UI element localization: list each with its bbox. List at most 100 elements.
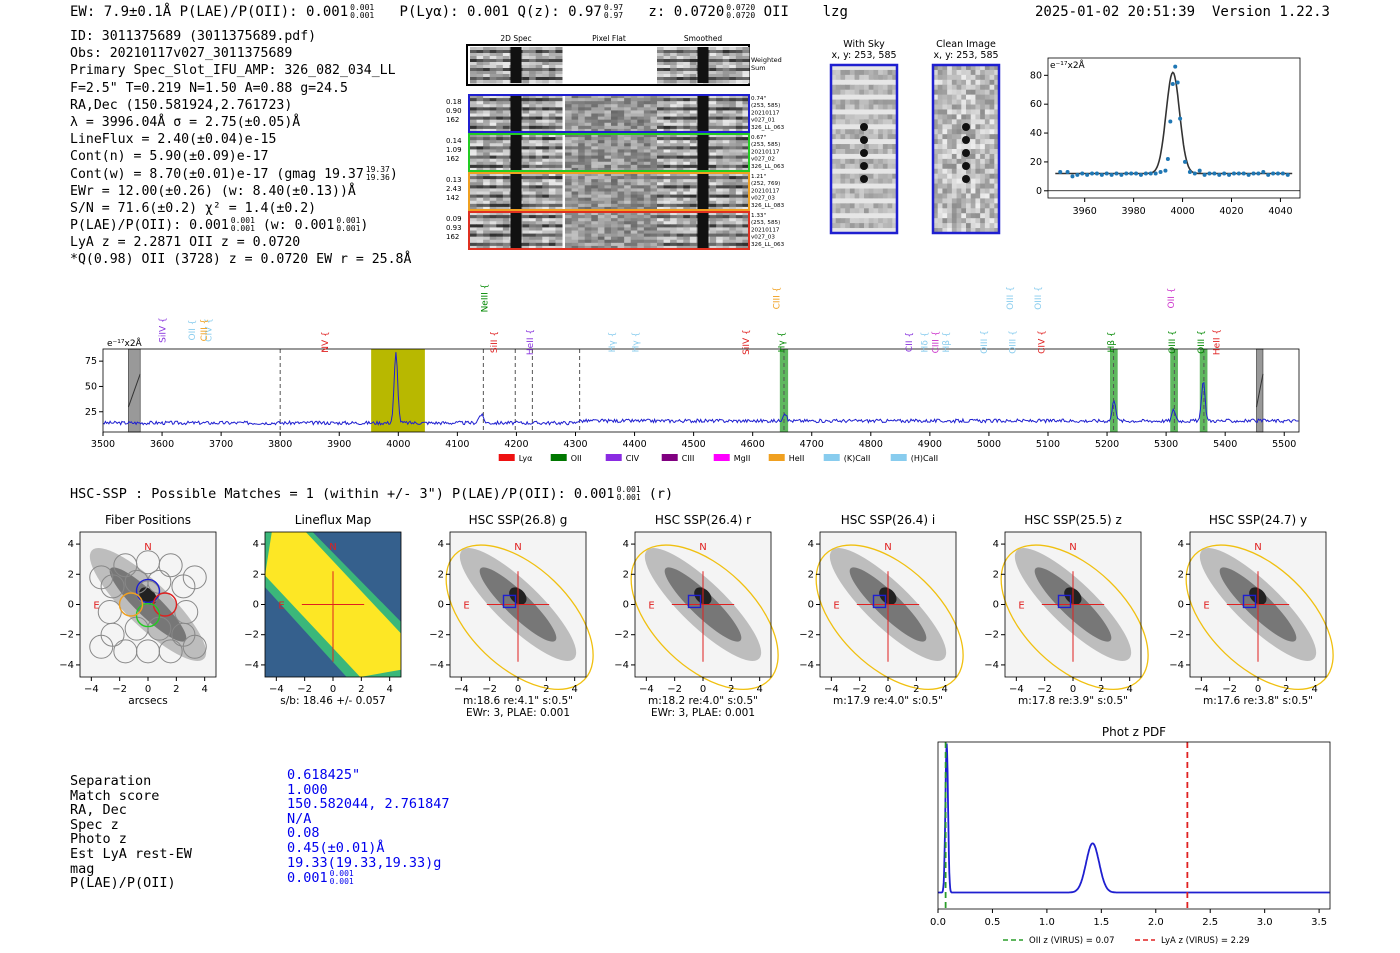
noise-pixel [548,65,556,69]
noise-pixel [663,50,671,54]
noise-pixel [604,125,612,130]
noise-pixel [716,191,724,196]
noise-pixel [966,223,972,229]
noise-pixel [650,149,658,153]
noise-pixel [591,200,599,205]
legend-swatch [498,454,515,461]
noise-pixel [476,230,484,235]
noise-pixel [542,212,550,216]
legend-label: CIII [682,454,695,463]
noise-pixel [529,203,537,208]
noise-pixel [470,143,478,147]
noise-pixel [502,227,510,231]
noise-pixel [729,134,737,138]
cutout-strip [565,95,658,133]
noise-pixel [980,208,986,214]
noise-pixel [522,194,530,199]
noise-pixel [522,212,530,216]
noise-pixel [840,198,846,204]
noise-pixel [937,74,943,81]
noise-pixel [676,230,684,235]
noise-pixel [548,230,556,235]
noise-pixel [933,109,939,115]
noise-pixel [835,69,841,76]
noise-pixel [637,122,645,127]
noise-pixel [933,124,939,130]
compass-east: E [833,601,839,612]
noise-pixel [548,164,556,169]
noise-pixel [663,140,671,144]
noise-pixel [882,168,889,175]
noise-pixel [483,149,491,153]
noise-pixel [555,245,563,250]
noise-pixel [565,236,573,241]
noise-pixel [980,139,986,145]
info-plae: P(LAE)/P(OII): 0.001 0.001 0.001 (w: 0.001… [70,216,369,234]
noise-pixel [835,188,841,194]
noise-pixel [535,53,543,57]
noise-pixel [663,155,671,160]
noise-pixel [535,101,543,105]
gray-band-hatch [1255,373,1264,408]
noise-pixel [989,158,995,165]
noise-pixel [989,218,995,224]
noise-pixel [597,98,605,102]
noise-pixel [670,179,678,183]
noise-pixel [529,182,537,186]
noise-pixel [496,185,504,189]
noise-pixel [689,146,697,150]
legend-label: HeII [789,454,805,463]
y-tick-label: 0 [993,600,999,611]
line-label: OII { [188,320,198,341]
noise-pixel [864,109,870,115]
noise-pixel [624,191,632,196]
noise-pixel [735,125,743,130]
noise-pixel [742,80,750,84]
noise-pixel [591,128,599,133]
noise-pixel [650,224,658,228]
noise-pixel [831,213,837,219]
noise-pixel [994,178,1000,185]
row-note: 326_LL_083 [751,203,785,209]
noise-pixel [892,69,898,76]
noise-pixel [882,153,889,160]
noise-pixel [937,65,943,71]
noise-pixel [947,89,953,96]
noise-pixel [840,109,846,115]
noise-pixel [854,139,860,145]
noise-pixel [994,134,1000,140]
noise-pixel [542,140,550,144]
noise-pixel [548,203,556,208]
noise-pixel [663,224,671,228]
cutout-strip [565,134,658,172]
noise-pixel [483,98,491,102]
noise-pixel [663,233,671,238]
noise-pixel [961,74,967,81]
noise-pixel [956,218,962,224]
noise-pixel [548,62,556,66]
noise-pixel [604,146,612,150]
x-tick-label: −4 [269,684,284,695]
noise-pixel [676,173,684,177]
row-value: 0.13 [446,176,462,184]
noise-pixel [657,107,665,111]
noise-pixel [689,224,697,228]
noise-pixel [584,212,592,216]
noise-pixel [470,239,478,244]
green-band [779,349,789,432]
noise-pixel [845,183,851,190]
x-tick-label: −2 [297,684,312,695]
noise-pixel [591,206,599,211]
noise-pixel [716,161,724,166]
noise-pixel [882,124,889,130]
noise-pixel [637,230,645,235]
noise-pixel [709,95,717,99]
noise-pixel [868,119,874,125]
noise-pixel [709,74,717,78]
noise-pixel [683,239,691,244]
noise-pixel [548,158,556,163]
noise-pixel [845,188,851,194]
noise-pixel [522,74,530,78]
noise-pixel [942,149,948,155]
data-point [1143,171,1148,176]
